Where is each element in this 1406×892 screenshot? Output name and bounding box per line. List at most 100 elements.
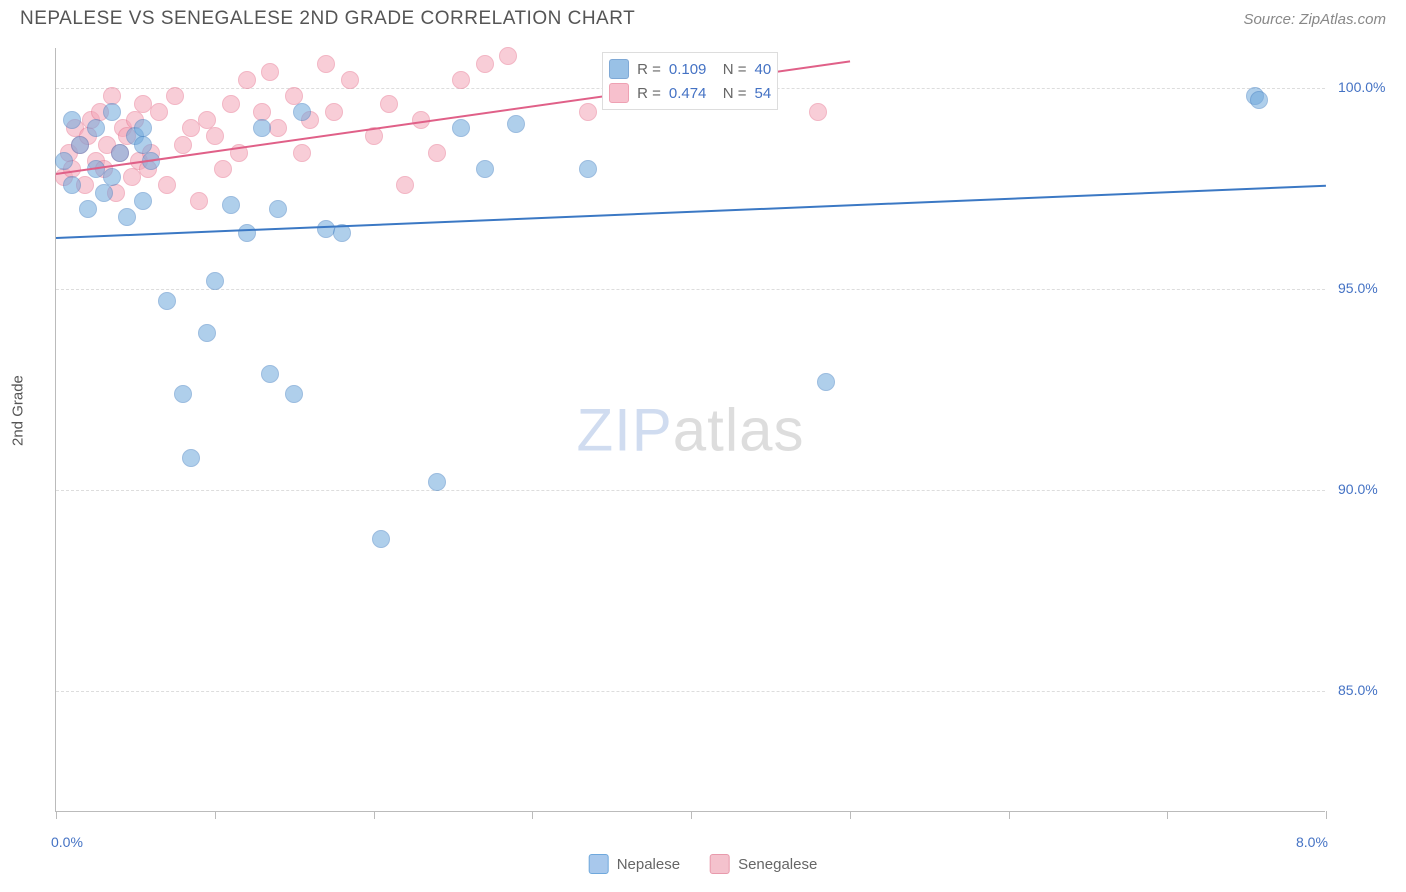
scatter-point — [269, 200, 287, 218]
scatter-point — [285, 385, 303, 403]
scatter-point — [158, 176, 176, 194]
series-swatch — [609, 59, 629, 79]
bottom-legend: Nepalese Senegalese — [589, 854, 818, 874]
scatter-point — [809, 103, 827, 121]
x-tick — [374, 811, 375, 819]
legend-label: Nepalese — [617, 856, 680, 873]
chart-title: NEPALESE VS SENEGALESE 2ND GRADE CORRELA… — [20, 8, 635, 30]
x-tick — [1326, 811, 1327, 819]
scatter-plot-area: ZIPatlas 85.0%90.0%95.0%100.0%0.0%8.0%R … — [55, 48, 1325, 812]
scatter-point — [222, 196, 240, 214]
x-tick — [850, 811, 851, 819]
stat-n-value: 54 — [755, 85, 772, 102]
y-tick-label: 100.0% — [1338, 79, 1385, 95]
scatter-point — [79, 200, 97, 218]
stat-n-label: N = — [714, 85, 746, 102]
legend-swatch — [589, 854, 609, 874]
scatter-point — [452, 71, 470, 89]
scatter-point — [1250, 91, 1268, 109]
x-tick — [691, 811, 692, 819]
scatter-point — [182, 449, 200, 467]
scatter-point — [476, 55, 494, 73]
legend-label: Senegalese — [738, 856, 817, 873]
stat-r-value: 0.474 — [669, 85, 707, 102]
scatter-point — [134, 136, 152, 154]
scatter-point — [499, 47, 517, 65]
x-tick — [1167, 811, 1168, 819]
scatter-point — [166, 87, 184, 105]
scatter-point — [817, 373, 835, 391]
scatter-point — [507, 115, 525, 133]
scatter-point — [103, 168, 121, 186]
scatter-point — [118, 208, 136, 226]
scatter-point — [253, 119, 271, 137]
scatter-point — [579, 103, 597, 121]
scatter-point — [71, 136, 89, 154]
scatter-point — [317, 55, 335, 73]
scatter-point — [579, 160, 597, 178]
stat-r-label: R = — [637, 85, 661, 102]
stat-r-label: R = — [637, 61, 661, 78]
gridline-h — [56, 691, 1325, 692]
scatter-point — [261, 63, 279, 81]
scatter-point — [103, 103, 121, 121]
gridline-h — [56, 490, 1325, 491]
scatter-point — [238, 71, 256, 89]
scatter-point — [190, 192, 208, 210]
series-swatch — [609, 83, 629, 103]
stats-row: R = 0.474 N = 54 — [609, 81, 771, 105]
scatter-point — [396, 176, 414, 194]
scatter-point — [111, 144, 129, 162]
x-tick — [215, 811, 216, 819]
scatter-point — [269, 119, 287, 137]
y-tick-label: 85.0% — [1338, 682, 1378, 698]
x-tick — [532, 811, 533, 819]
scatter-point — [372, 530, 390, 548]
scatter-point — [150, 103, 168, 121]
legend-item: Nepalese — [589, 854, 680, 874]
stats-row: R = 0.109 N = 40 — [609, 57, 771, 81]
scatter-point — [55, 152, 73, 170]
x-tick-label: 8.0% — [1296, 834, 1328, 850]
trend-line — [56, 185, 1326, 239]
scatter-point — [95, 184, 113, 202]
correlation-stats-box: R = 0.109 N = 40R = 0.474 N = 54 — [602, 52, 778, 110]
source-attribution: Source: ZipAtlas.com — [1243, 11, 1386, 28]
scatter-point — [63, 111, 81, 129]
x-tick-label: 0.0% — [51, 834, 83, 850]
scatter-point — [198, 324, 216, 342]
x-tick — [56, 811, 57, 819]
scatter-point — [158, 292, 176, 310]
scatter-point — [134, 192, 152, 210]
watermark: ZIPatlas — [576, 395, 804, 464]
scatter-point — [214, 160, 232, 178]
watermark-atlas: atlas — [673, 396, 805, 463]
watermark-zip: ZIP — [576, 396, 672, 463]
scatter-point — [428, 473, 446, 491]
scatter-point — [325, 103, 343, 121]
legend-item: Senegalese — [710, 854, 817, 874]
scatter-point — [293, 103, 311, 121]
scatter-point — [174, 385, 192, 403]
y-axis-title: 2nd Grade — [10, 375, 27, 446]
scatter-point — [428, 144, 446, 162]
scatter-point — [63, 176, 81, 194]
scatter-point — [238, 224, 256, 242]
x-tick — [1009, 811, 1010, 819]
scatter-point — [476, 160, 494, 178]
scatter-point — [380, 95, 398, 113]
y-tick-label: 90.0% — [1338, 481, 1378, 497]
scatter-point — [174, 136, 192, 154]
scatter-point — [206, 272, 224, 290]
chart-header: NEPALESE VS SENEGALESE 2ND GRADE CORRELA… — [20, 8, 1386, 30]
stat-n-label: N = — [714, 61, 746, 78]
y-tick-label: 95.0% — [1338, 280, 1378, 296]
stat-n-value: 40 — [755, 61, 772, 78]
scatter-point — [261, 365, 279, 383]
scatter-point — [452, 119, 470, 137]
scatter-point — [87, 119, 105, 137]
legend-swatch — [710, 854, 730, 874]
gridline-h — [56, 289, 1325, 290]
scatter-point — [222, 95, 240, 113]
scatter-point — [293, 144, 311, 162]
